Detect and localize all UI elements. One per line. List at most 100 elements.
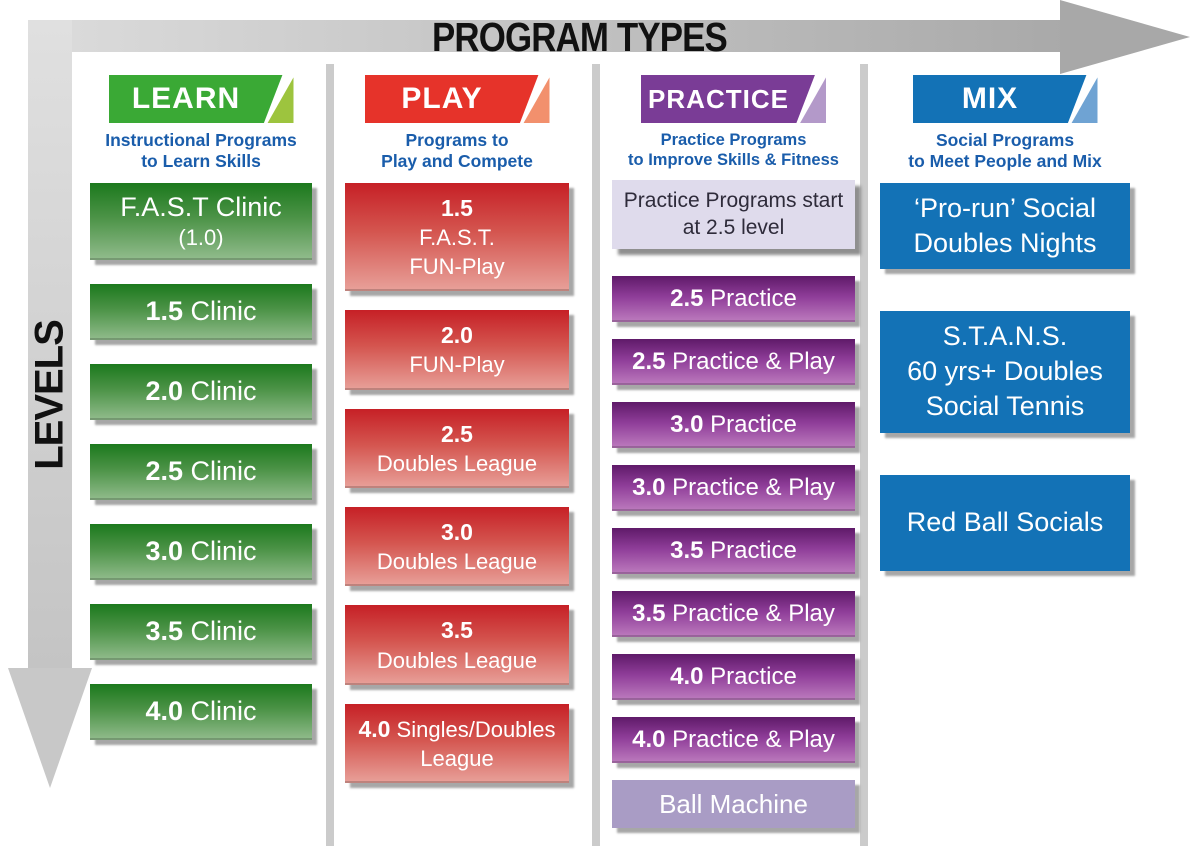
program-box-line: 3.5 Clinic bbox=[145, 616, 257, 647]
column-items: F.A.S.T Clinic (1.0) 1.5 Clinic 2.0 Clinic 2… bbox=[90, 182, 312, 740]
subtitle-line: Social Programs bbox=[935, 130, 1075, 150]
program-box-line: F.A.S.T. bbox=[419, 225, 495, 251]
program-box-line: Doubles League bbox=[376, 647, 538, 673]
program-box: 4.0 Practice bbox=[612, 653, 855, 700]
program-box: 1.5 Clinic bbox=[90, 283, 312, 340]
program-box: 4.0 Clinic bbox=[90, 683, 312, 740]
column-subtitle: Social Programs to Meet People and Mix bbox=[880, 130, 1130, 173]
program-box: 3.0 Clinic bbox=[90, 523, 312, 580]
program-box: 2.5 Clinic bbox=[90, 443, 312, 500]
column-subtitle: Instructional Programs to Learn Skills bbox=[90, 130, 312, 173]
program-box: 3.5 Practice bbox=[612, 527, 855, 574]
program-box-line: 2.0 bbox=[441, 322, 473, 349]
program-box-line: Social Tennis bbox=[925, 391, 1085, 422]
program-box: Ball Machine bbox=[612, 779, 855, 829]
subtitle-line: Practice Programs bbox=[660, 131, 807, 149]
column-learn: LEARN Instructional Programs to Learn Ski… bbox=[90, 75, 312, 740]
column-banner: MIX bbox=[912, 75, 1098, 123]
program-box-line: Red Ball Socials bbox=[906, 507, 1104, 538]
program-box-line: Doubles Nights bbox=[913, 227, 1097, 258]
axis-label-program-types: PROGRAM TYPES bbox=[432, 14, 728, 60]
program-box-line: Practice Programs start bbox=[623, 189, 844, 213]
column-subtitle: Practice Programs to Improve Skills & Fit… bbox=[612, 130, 855, 170]
program-box-line: Doubles League bbox=[376, 549, 538, 575]
program-box: 3.0 Practice bbox=[612, 401, 855, 448]
subtitle-line: to Meet People and Mix bbox=[908, 151, 1102, 172]
program-box-line: ‘Pro-run’ Social bbox=[913, 192, 1097, 223]
program-box-line: 4.0 Practice bbox=[670, 662, 797, 690]
program-box: 4.0 Practice & Play bbox=[612, 716, 855, 763]
program-box-line: (1.0) bbox=[178, 225, 224, 251]
program-box-line: 60 yrs+ Doubles bbox=[907, 356, 1103, 387]
column-banner: LEARN bbox=[108, 75, 294, 123]
column-mix: MIX Social Programs to Meet People and Mi… bbox=[880, 75, 1130, 571]
program-box: 2.5 Doubles League bbox=[345, 408, 569, 488]
banner-shape: MIX bbox=[912, 75, 1087, 123]
subtitle-line: Programs to bbox=[405, 130, 509, 150]
column-items: 1.5 F.A.S.T. FUN-Play 2.0 FUN-Play 2.5 Doubles… bbox=[345, 182, 569, 784]
program-box-line: 1.5 Clinic bbox=[145, 296, 257, 327]
banner-shape: PLAY bbox=[364, 75, 539, 123]
banner-shape: PRACTICE bbox=[641, 75, 815, 123]
banner-label: LEARN bbox=[131, 82, 241, 115]
program-box: Practice Programs start at 2.5 level bbox=[612, 180, 855, 249]
program-box-line: FUN-Play bbox=[409, 352, 505, 378]
program-box-line: League bbox=[420, 746, 494, 772]
subtitle-line: to Learn Skills bbox=[141, 151, 261, 172]
banner-shape: LEARN bbox=[108, 75, 283, 123]
program-box: S.T.A.N.S. 60 yrs+ Doubles Social Tennis bbox=[880, 310, 1130, 433]
column-banner: PRACTICE bbox=[641, 75, 826, 123]
axis-label-levels: LEVELS bbox=[27, 320, 72, 470]
program-box-line: 4.0 Clinic bbox=[145, 696, 257, 727]
program-box-line: 3.0 Clinic bbox=[145, 536, 257, 567]
program-box-line: 2.0 Clinic bbox=[145, 376, 257, 407]
program-box-line: 2.5 Practice & Play bbox=[632, 347, 835, 375]
levels-arrow-shaft bbox=[28, 20, 72, 670]
program-box: 1.5 F.A.S.T. FUN-Play bbox=[345, 182, 569, 292]
program-box: 4.0 Singles/Doubles League bbox=[345, 703, 569, 784]
program-box: 2.5 Practice bbox=[612, 275, 855, 322]
program-box-line: at 2.5 level bbox=[682, 215, 785, 239]
program-box-line: F.A.S.T Clinic bbox=[120, 191, 282, 222]
banner-label: PLAY bbox=[401, 82, 483, 115]
program-box: 3.5 Doubles League bbox=[345, 605, 569, 685]
program-box-line: 4.0 Singles/Doubles bbox=[358, 715, 556, 742]
column-play: PLAY Programs to Play and Compete 1.5 F.A.… bbox=[345, 75, 569, 784]
subtitle-line: to Improve Skills & Fitness bbox=[628, 151, 839, 170]
subtitle-line: Instructional Programs bbox=[105, 130, 297, 150]
program-box: F.A.S.T Clinic (1.0) bbox=[90, 182, 312, 260]
program-box-line: 2.5 bbox=[441, 420, 473, 447]
column-items: Practice Programs start at 2.5 level 2.5 P… bbox=[612, 180, 855, 829]
subtitle-line: Play and Compete bbox=[381, 151, 533, 172]
column-subtitle: Programs to Play and Compete bbox=[345, 130, 569, 173]
program-box-line: 3.5 Practice & Play bbox=[632, 599, 835, 627]
program-box-line: 3.0 Practice & Play bbox=[632, 473, 835, 501]
program-box-line: 1.5 bbox=[441, 194, 473, 221]
program-box-line: 2.5 Clinic bbox=[145, 456, 257, 487]
program-box-line: 2.5 Practice bbox=[670, 284, 797, 312]
program-box: 3.0 Doubles League bbox=[345, 506, 569, 587]
program-box: 2.5 Practice & Play bbox=[612, 338, 855, 385]
column-divider bbox=[592, 64, 600, 846]
program-box-line: 3.0 Practice bbox=[670, 410, 797, 438]
column-banner: PLAY bbox=[364, 75, 550, 123]
program-box-line: 3.0 bbox=[441, 518, 473, 545]
program-box: 2.0 Clinic bbox=[90, 363, 312, 420]
program-types-arrowhead-icon bbox=[1060, 0, 1190, 74]
program-types-arrow-shaft bbox=[28, 20, 1066, 52]
column-divider bbox=[860, 64, 868, 846]
program-box-line: S.T.A.N.S. bbox=[942, 321, 1068, 352]
column-divider bbox=[326, 64, 334, 846]
program-box: 2.0 FUN-Play bbox=[345, 310, 569, 390]
program-box: 3.5 Clinic bbox=[90, 603, 312, 660]
column-practice: PRACTICE Practice Programs to Improve Ski… bbox=[612, 75, 855, 829]
banner-label: MIX bbox=[961, 82, 1019, 115]
program-box: 3.5 Practice & Play bbox=[612, 590, 855, 637]
program-box-line: 4.0 Practice & Play bbox=[632, 725, 835, 753]
program-box-line: Ball Machine bbox=[659, 788, 808, 819]
program-box: 3.0 Practice & Play bbox=[612, 464, 855, 511]
column-items: ‘Pro-run’ Social Doubles Nights S.T.A.N.S.… bbox=[880, 182, 1130, 571]
program-box-line: 3.5 Practice bbox=[670, 536, 797, 564]
program-box: ‘Pro-run’ Social Doubles Nights bbox=[880, 182, 1130, 269]
